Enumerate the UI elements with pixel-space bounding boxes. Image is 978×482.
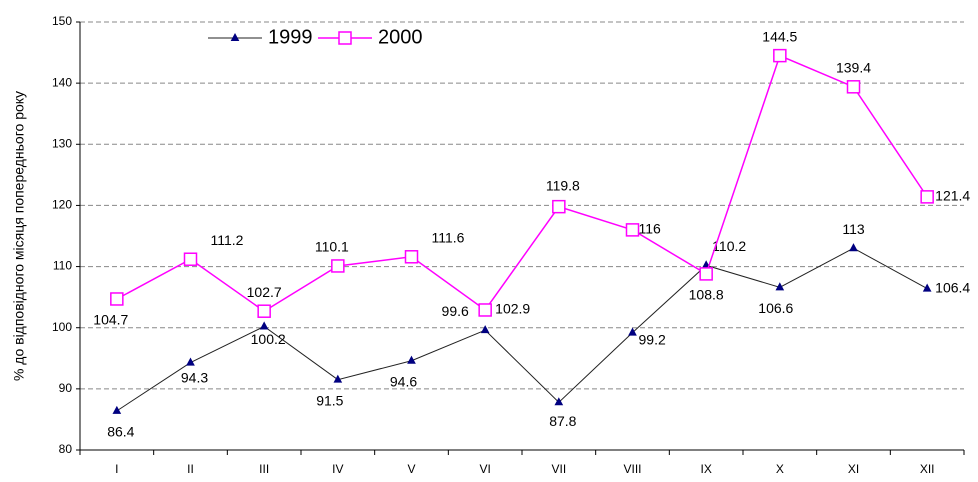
x-tick-label: VI bbox=[479, 462, 490, 476]
y-tick-label: 150 bbox=[52, 14, 72, 28]
marker bbox=[628, 327, 637, 336]
marker bbox=[552, 199, 566, 214]
data-label: 106.6 bbox=[758, 300, 793, 316]
marker bbox=[407, 355, 416, 364]
data-label: 86.4 bbox=[107, 424, 134, 440]
y-tick-label: 100 bbox=[52, 320, 72, 334]
data-label: 119.8 bbox=[546, 177, 580, 193]
x-tick-label: X bbox=[776, 462, 784, 476]
data-label: 108.8 bbox=[689, 287, 724, 303]
marker bbox=[259, 321, 269, 330]
marker bbox=[112, 405, 122, 414]
series-line bbox=[116, 247, 928, 412]
y-tick-label: 110 bbox=[53, 259, 72, 273]
data-label: 110.1 bbox=[315, 239, 349, 255]
series-line bbox=[116, 54, 928, 313]
marker bbox=[183, 252, 198, 266]
x-tick-label: XII bbox=[920, 462, 935, 476]
data-label: 91.5 bbox=[316, 392, 343, 408]
marker bbox=[922, 283, 932, 292]
legend-label: 1999 bbox=[268, 26, 313, 48]
x-tick-label: VIII bbox=[623, 462, 641, 476]
data-label: 111.2 bbox=[211, 232, 244, 248]
data-label: 139.4 bbox=[836, 60, 871, 76]
marker bbox=[110, 292, 124, 306]
marker bbox=[554, 397, 564, 406]
data-label: 99.6 bbox=[442, 303, 469, 319]
data-label: 144.5 bbox=[762, 28, 797, 44]
marker bbox=[333, 374, 343, 383]
marker bbox=[846, 80, 861, 94]
marker bbox=[186, 357, 195, 366]
marker bbox=[404, 250, 419, 264]
y-tick-label: 130 bbox=[52, 136, 72, 150]
data-label: 111.6 bbox=[432, 229, 465, 245]
data-label: 106.4 bbox=[935, 279, 970, 295]
data-label: 100.2 bbox=[251, 331, 286, 347]
y-tick-label: 90 bbox=[59, 381, 73, 395]
marker bbox=[230, 32, 240, 41]
marker bbox=[480, 325, 490, 334]
data-label: 99.2 bbox=[639, 331, 666, 347]
x-tick-label: I bbox=[115, 462, 118, 476]
data-label: 94.6 bbox=[390, 373, 417, 389]
marker bbox=[338, 31, 352, 45]
x-tick-label: XI bbox=[848, 462, 859, 476]
data-label: 110.2 bbox=[712, 238, 746, 254]
x-tick-label: V bbox=[407, 462, 415, 476]
data-label: 113 bbox=[842, 221, 865, 237]
marker bbox=[699, 267, 713, 281]
marker bbox=[773, 48, 787, 63]
marker bbox=[625, 223, 640, 237]
x-tick-label: II bbox=[187, 462, 194, 476]
marker bbox=[331, 259, 345, 273]
y-tick-label: 80 bbox=[59, 442, 73, 456]
x-tick-label: VII bbox=[551, 462, 566, 476]
legend-label: 2000 bbox=[378, 26, 423, 48]
marker bbox=[257, 304, 271, 318]
x-tick-label: III bbox=[259, 462, 269, 476]
marker bbox=[849, 243, 858, 252]
data-label: 104.7 bbox=[93, 312, 128, 328]
y-tick-label: 120 bbox=[52, 198, 72, 212]
x-tick-label: IV bbox=[332, 462, 343, 476]
data-label: 87.8 bbox=[549, 413, 576, 429]
data-label: 102.7 bbox=[247, 284, 282, 300]
marker bbox=[478, 303, 492, 317]
data-label: 94.3 bbox=[181, 369, 208, 385]
marker bbox=[920, 190, 934, 204]
data-label: 102.9 bbox=[495, 301, 530, 317]
data-label: 121.4 bbox=[935, 188, 970, 204]
x-tick-label: IX bbox=[700, 462, 711, 476]
y-axis-label: % до відповідного місяця попереднього ро… bbox=[11, 91, 27, 381]
data-label: 116 bbox=[639, 221, 662, 237]
y-tick-label: 140 bbox=[52, 75, 72, 89]
marker bbox=[775, 282, 785, 291]
